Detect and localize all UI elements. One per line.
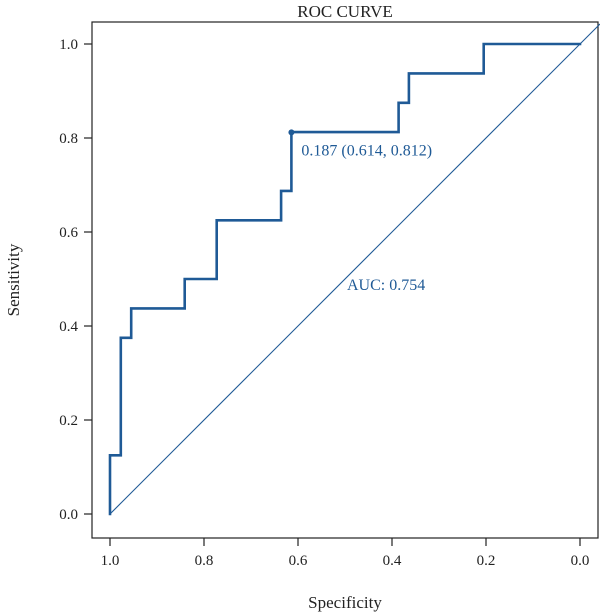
diagonal-line — [109, 23, 600, 515]
annotations: 0.187 (0.614, 0.812) AUC: 0.754 — [301, 142, 432, 294]
threshold-point — [288, 129, 295, 136]
y-tick-label: 0.4 — [59, 319, 78, 335]
y-tick-label: 0.8 — [59, 131, 78, 147]
x-tick-label: 0.4 — [383, 553, 402, 569]
y-tick-label: 0.2 — [59, 413, 78, 429]
y-axis: 0.0 0.2 0.4 0.6 0.8 1.0 — [59, 37, 92, 523]
x-tick-label: 1.0 — [101, 553, 120, 569]
roc-curve-line — [108, 42, 582, 516]
x-axis-label: Specificity — [308, 593, 382, 612]
chart-title: ROC CURVE — [297, 2, 392, 21]
roc-series — [108, 42, 582, 516]
x-axis: 1.0 0.8 0.6 0.4 0.2 0.0 — [101, 538, 590, 569]
auc-label: AUC: 0.754 — [347, 277, 425, 294]
y-tick-label: 0.0 — [59, 507, 78, 523]
x-tick-label: 0.0 — [571, 553, 590, 569]
y-tick-label: 1.0 — [59, 37, 78, 53]
x-tick-label: 0.6 — [289, 553, 308, 569]
plot-frame — [91, 21, 599, 539]
x-tick-label: 0.2 — [477, 553, 496, 569]
y-tick-label: 0.6 — [59, 225, 78, 241]
plot-border — [91, 21, 599, 539]
y-axis-label: Sensitivity — [4, 243, 23, 316]
threshold-label: 0.187 (0.614, 0.812) — [301, 142, 432, 159]
reference-diagonal — [109, 23, 600, 515]
x-tick-label: 0.8 — [195, 553, 214, 569]
